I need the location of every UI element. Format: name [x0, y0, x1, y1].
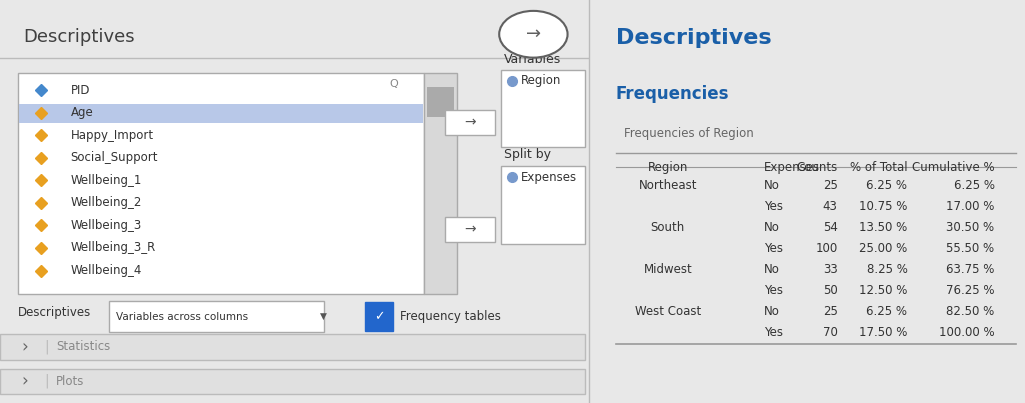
Text: Frequency tables: Frequency tables [400, 310, 500, 323]
Text: No: No [764, 179, 779, 192]
Text: Wellbeing_2: Wellbeing_2 [71, 196, 142, 210]
Text: 25.00 %: 25.00 % [859, 242, 907, 255]
FancyBboxPatch shape [0, 334, 585, 360]
Text: Split by: Split by [504, 148, 550, 161]
Text: 6.25 %: 6.25 % [866, 179, 907, 192]
Text: Frequencies: Frequencies [615, 85, 729, 103]
Text: West Coast: West Coast [634, 305, 701, 318]
Text: Variables across columns: Variables across columns [116, 312, 248, 322]
Text: Yes: Yes [764, 326, 783, 339]
Text: Descriptives: Descriptives [17, 306, 91, 319]
FancyBboxPatch shape [17, 73, 424, 294]
Text: 33: 33 [823, 263, 837, 276]
Text: 76.25 %: 76.25 % [946, 284, 994, 297]
FancyBboxPatch shape [501, 166, 584, 244]
Text: 50: 50 [823, 284, 837, 297]
Text: 10.75 %: 10.75 % [859, 200, 907, 213]
Text: 55.50 %: 55.50 % [946, 242, 994, 255]
Text: Wellbeing_3: Wellbeing_3 [71, 219, 142, 232]
Text: South: South [651, 221, 685, 234]
Text: 8.25 %: 8.25 % [866, 263, 907, 276]
Text: 70: 70 [823, 326, 837, 339]
Text: 12.50 %: 12.50 % [859, 284, 907, 297]
Text: 82.50 %: 82.50 % [946, 305, 994, 318]
Text: →: → [464, 222, 476, 236]
Text: 6.25 %: 6.25 % [866, 305, 907, 318]
Text: →: → [464, 116, 476, 129]
Text: Yes: Yes [764, 284, 783, 297]
Text: % of Total: % of Total [850, 161, 907, 174]
Text: Q: Q [388, 79, 398, 89]
FancyBboxPatch shape [427, 87, 454, 117]
FancyBboxPatch shape [501, 70, 584, 147]
Text: Midwest: Midwest [644, 263, 692, 276]
FancyBboxPatch shape [445, 110, 495, 135]
Text: ▼: ▼ [320, 312, 327, 321]
Text: Region: Region [648, 161, 688, 174]
Text: Descriptives: Descriptives [24, 28, 135, 46]
Text: →: → [526, 25, 541, 43]
Text: 13.50 %: 13.50 % [859, 221, 907, 234]
Text: Social_Support: Social_Support [71, 152, 158, 164]
Text: No: No [764, 305, 779, 318]
Text: 43: 43 [823, 200, 837, 213]
Text: 100.00 %: 100.00 % [939, 326, 994, 339]
Text: Wellbeing_4: Wellbeing_4 [71, 264, 142, 277]
FancyBboxPatch shape [18, 104, 423, 123]
Text: ›: › [22, 338, 29, 356]
Text: Northeast: Northeast [639, 179, 697, 192]
Text: 6.25 %: 6.25 % [953, 179, 994, 192]
FancyBboxPatch shape [424, 73, 457, 294]
Text: 63.75 %: 63.75 % [946, 263, 994, 276]
Text: 25: 25 [823, 305, 837, 318]
Text: Counts: Counts [796, 161, 837, 174]
FancyBboxPatch shape [109, 301, 324, 332]
Text: 100: 100 [816, 242, 837, 255]
Text: 30.50 %: 30.50 % [946, 221, 994, 234]
Text: PID: PID [71, 84, 90, 97]
Text: 17.50 %: 17.50 % [859, 326, 907, 339]
Text: Expenses: Expenses [764, 161, 820, 174]
FancyBboxPatch shape [445, 217, 495, 242]
Text: 17.00 %: 17.00 % [946, 200, 994, 213]
FancyBboxPatch shape [0, 369, 585, 394]
Text: |: | [44, 340, 49, 354]
Circle shape [499, 11, 568, 58]
Text: 54: 54 [823, 221, 837, 234]
Text: Region: Region [521, 74, 561, 87]
Text: Variables: Variables [504, 54, 561, 66]
Text: ›: › [22, 372, 29, 390]
Text: No: No [764, 263, 779, 276]
Text: Descriptives: Descriptives [615, 28, 771, 48]
Text: Yes: Yes [764, 200, 783, 213]
Text: Frequencies of Region: Frequencies of Region [624, 127, 754, 140]
Text: Wellbeing_3_R: Wellbeing_3_R [71, 241, 156, 255]
Text: Cumulative %: Cumulative % [912, 161, 994, 174]
Text: Wellbeing_1: Wellbeing_1 [71, 174, 142, 187]
Text: 25: 25 [823, 179, 837, 192]
Text: Yes: Yes [764, 242, 783, 255]
Text: Happy_Import: Happy_Import [71, 129, 154, 142]
Text: Expenses: Expenses [521, 171, 576, 184]
Text: Statistics: Statistics [56, 341, 111, 353]
Text: Age: Age [71, 106, 93, 119]
Text: |: | [44, 374, 49, 388]
Text: Plots: Plots [56, 375, 84, 388]
Text: No: No [764, 221, 779, 234]
Text: ✓: ✓ [374, 310, 384, 323]
FancyBboxPatch shape [366, 302, 393, 331]
